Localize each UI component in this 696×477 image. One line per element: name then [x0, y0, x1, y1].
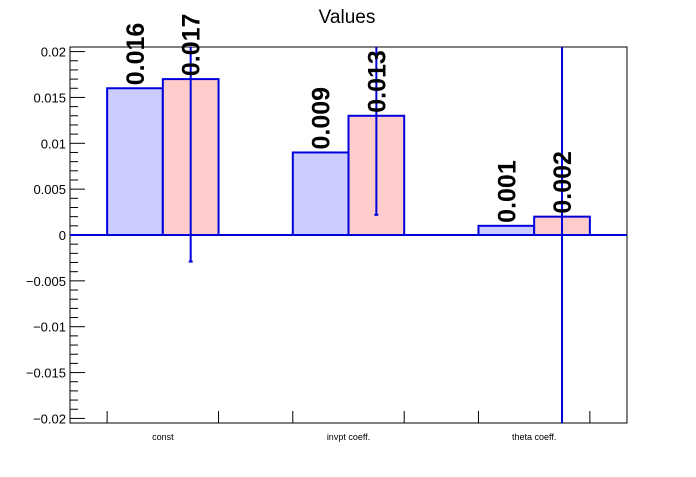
- y-tick-label: 0.02: [41, 45, 66, 60]
- x-axis: const invpt coeff. theta coeff.: [106, 411, 591, 442]
- data-label: 0.017: [178, 14, 206, 77]
- chart-title: Values: [319, 7, 376, 28]
- y-tick-label: −0.015: [26, 366, 66, 381]
- data-label: 0.002: [549, 151, 577, 214]
- y-tick-label: −0.01: [33, 320, 66, 335]
- bars-group: [106, 78, 591, 237]
- y-tick-label: 0.01: [41, 136, 66, 151]
- data-label: 0.013: [363, 50, 391, 113]
- data-label: 0.001: [493, 160, 521, 223]
- data-label: 0.016: [122, 23, 150, 86]
- x-tick-label: const: [152, 432, 174, 442]
- y-tick-label: −0.02: [33, 411, 66, 426]
- error-bars-group: [188, 47, 564, 423]
- y-tick-label: 0: [59, 228, 66, 243]
- y-tick-label: 0.015: [33, 90, 66, 105]
- bar: [291, 151, 350, 236]
- bar: [106, 87, 164, 236]
- data-labels-group: 0.016 0.009 0.001 0.017 0.013 0.002: [122, 14, 577, 223]
- y-tick-label: −0.005: [26, 274, 66, 289]
- y-tick-label: 0.005: [33, 182, 66, 197]
- x-tick-label: theta coeff.: [512, 432, 556, 442]
- data-label: 0.009: [308, 87, 336, 150]
- x-tick-label: invpt coeff.: [327, 432, 370, 442]
- bar: [477, 224, 536, 237]
